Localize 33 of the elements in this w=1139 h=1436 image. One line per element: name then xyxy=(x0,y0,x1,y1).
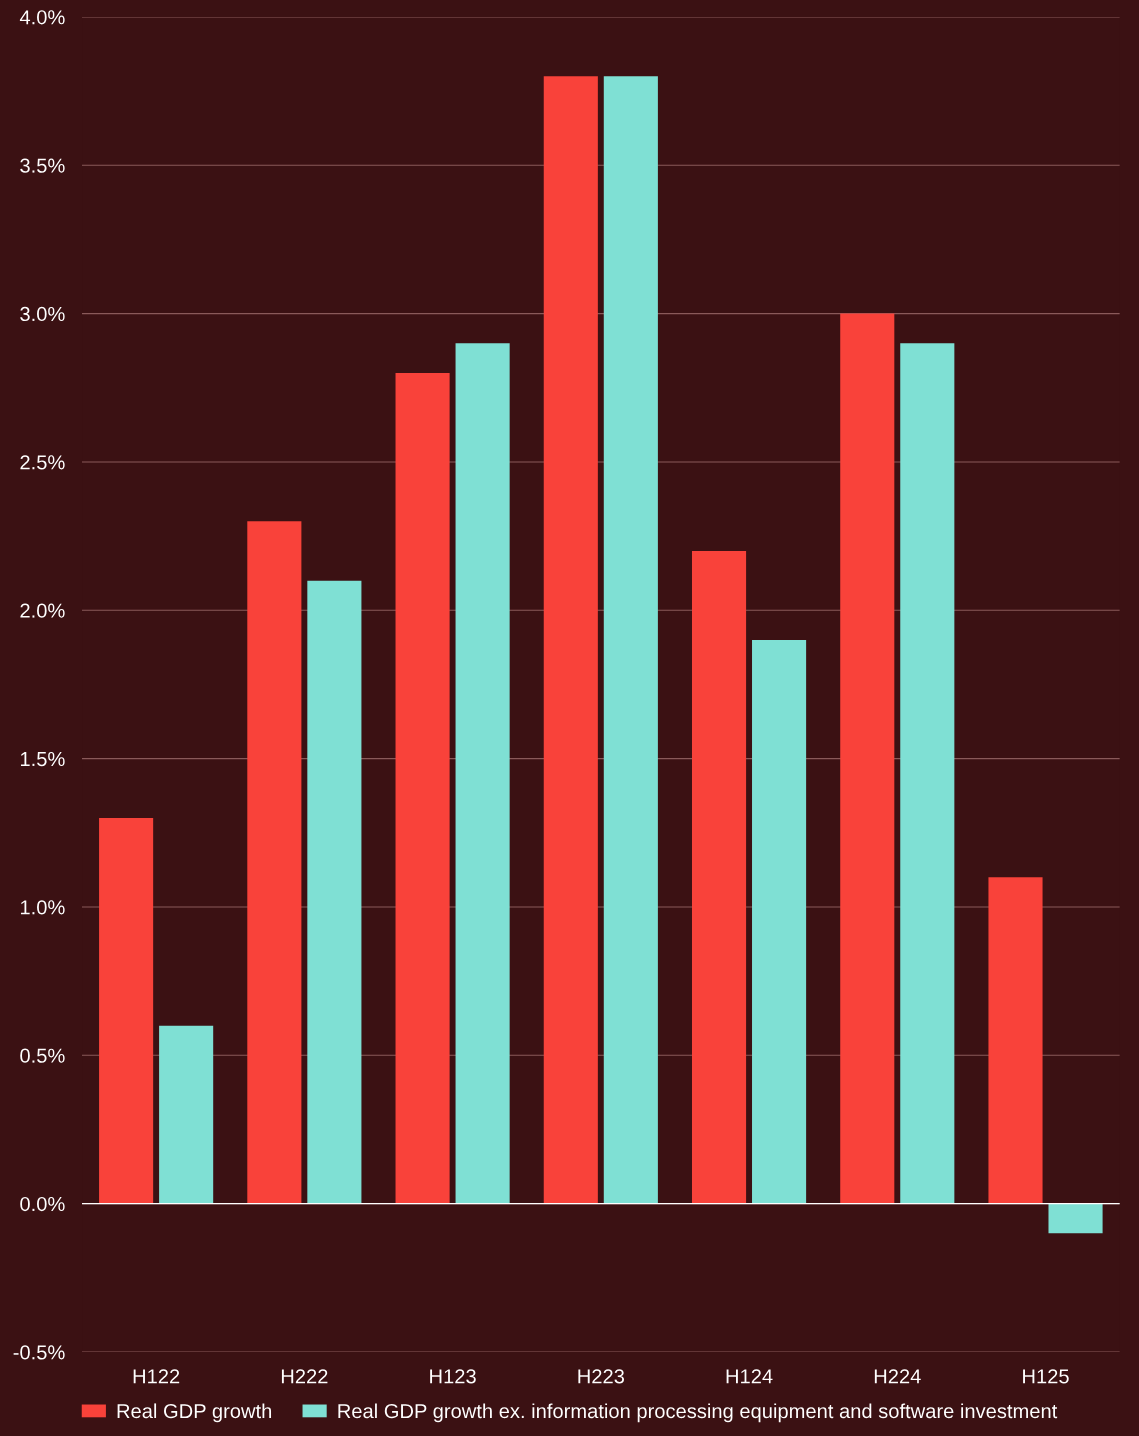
bar xyxy=(247,521,302,1204)
bar xyxy=(1048,1203,1103,1234)
legend-label: Real GDP growth ex. information processing equipment and software investment xyxy=(338,1403,1058,1423)
y-tick-label: 3.0% xyxy=(20,306,65,322)
y-tick-label: 2.5% xyxy=(20,455,65,470)
bar xyxy=(99,817,154,1204)
bar xyxy=(455,343,510,1204)
bar xyxy=(603,76,658,1204)
bar xyxy=(840,313,895,1204)
y-tick-label: 0.0% xyxy=(20,1196,65,1212)
bar xyxy=(691,550,747,1204)
x-tick-label: H222 xyxy=(281,1369,328,1384)
y-tick-label: 3.5% xyxy=(20,158,65,173)
x-tick-label: H122 xyxy=(133,1369,180,1384)
x-tick-label: H123 xyxy=(430,1369,476,1384)
y-tick-label: 0.5% xyxy=(20,1048,65,1063)
y-tick-label: 1.0% xyxy=(20,900,65,915)
y-tick-label: 1.5% xyxy=(20,751,65,767)
y-tick-label: 4.0% xyxy=(19,10,65,25)
bar xyxy=(543,76,598,1204)
y-tick-label: 2.0% xyxy=(20,603,65,618)
bar xyxy=(395,372,450,1204)
bar xyxy=(159,1025,214,1204)
bar xyxy=(752,639,807,1204)
x-tick-label: H124 xyxy=(726,1369,773,1384)
x-tick-label: H224 xyxy=(874,1369,921,1384)
legend-label: Real GDP growth xyxy=(117,1403,272,1423)
bar xyxy=(900,343,955,1204)
x-tick-label: H125 xyxy=(1023,1369,1069,1384)
bar xyxy=(307,580,362,1204)
y-tick-label: -0.5% xyxy=(13,1345,65,1360)
x-tick-label: H223 xyxy=(578,1369,625,1384)
bar xyxy=(988,877,1043,1204)
